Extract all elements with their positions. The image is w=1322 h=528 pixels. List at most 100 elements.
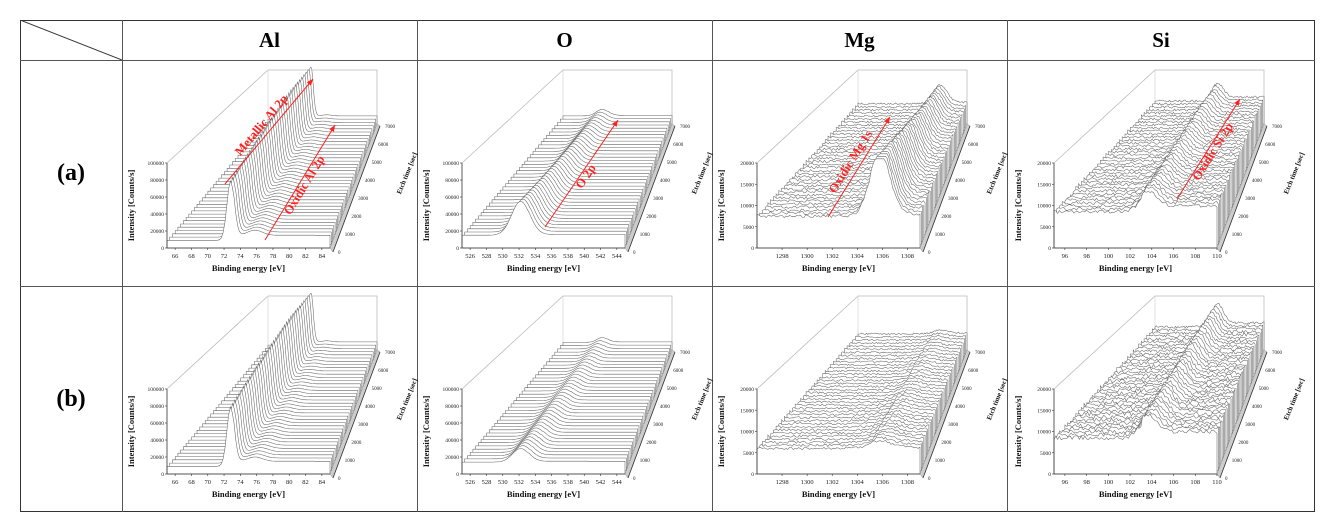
y-tick-label: 20000 — [150, 455, 164, 461]
x-tick-label: 66 — [172, 253, 179, 260]
x-axis-title: Binding energy [eV] — [212, 489, 285, 499]
y-tick-label: 40000 — [150, 438, 164, 444]
z-tick-label: 3000 — [358, 197, 369, 202]
z-tick-label: 0 — [633, 251, 636, 256]
x-tick-label: 70 — [205, 479, 212, 486]
y-tick-label: 15000 — [1037, 408, 1051, 414]
x-tick-label: 76 — [253, 253, 260, 260]
spectrum-line — [166, 405, 331, 475]
z-tick-label: 0 — [633, 477, 636, 482]
column-header-al: Al — [259, 27, 280, 52]
row-header-b: (b) — [56, 385, 86, 412]
y-tick-label: 100000 — [443, 161, 460, 167]
y-tick-label: 15000 — [740, 408, 754, 414]
z-tick-label: 7000 — [680, 125, 691, 130]
x-tick-label: 532 — [514, 253, 524, 260]
z-tick-label: 0 — [338, 251, 341, 256]
x-tick-label: 78 — [270, 253, 277, 260]
y-tick-label: 10000 — [740, 204, 754, 210]
z-tick-label: 4000 — [1252, 405, 1263, 410]
x-tick-label: 544 — [612, 479, 623, 486]
z-axis — [332, 125, 381, 253]
divider — [20, 286, 1315, 287]
y-tick-label: 20000 — [1037, 387, 1051, 393]
z-tick-label: 0 — [928, 251, 931, 256]
y-tick-label: 10000 — [1037, 430, 1051, 436]
y-tick-label: 100000 — [148, 161, 165, 167]
x-axis-title: Binding energy [eV] — [1099, 489, 1172, 499]
x-tick-label: 1306 — [876, 479, 890, 486]
x-tick-label: 534 — [530, 253, 541, 260]
z-axis-title: Etch time [sec] — [395, 151, 419, 195]
x-tick-label: 530 — [498, 253, 508, 260]
y-tick-label: 20000 — [445, 229, 459, 235]
z-tick-label: 1000 — [1232, 233, 1243, 238]
x-tick-label: 110 — [1212, 479, 1222, 486]
y-tick-label: 100000 — [443, 387, 460, 393]
z-axis-title: Etch time [sec] — [1282, 377, 1306, 421]
divider — [20, 60, 1315, 61]
annotation-arrow — [224, 78, 314, 185]
z-tick-label: 0 — [1225, 251, 1228, 256]
x-tick-label: 74 — [237, 253, 244, 260]
side-face — [329, 349, 381, 479]
x-tick-label: 528 — [482, 253, 492, 260]
z-tick-label: 2000 — [351, 441, 362, 446]
z-tick-label: 3000 — [1245, 197, 1256, 202]
x-tick-label: 528 — [482, 479, 492, 486]
annotation-arrow — [1176, 98, 1241, 200]
x-tick-label: 106 — [1169, 479, 1180, 486]
y-tick-label: 5000 — [743, 451, 754, 457]
x-tick-label: 84 — [319, 479, 326, 486]
y-tick-label: 60000 — [445, 421, 459, 427]
x-tick-label: 70 — [205, 253, 212, 260]
figure-table — [20, 20, 1315, 512]
z-tick-label: 0 — [928, 477, 931, 482]
z-tick-label: 5000 — [962, 387, 973, 392]
y-tick-label: 20000 — [1037, 161, 1051, 167]
z-axis — [922, 125, 971, 253]
x-tick-label: 540 — [579, 479, 589, 486]
z-tick-label: 3000 — [653, 197, 664, 202]
y-tick-label: 0 — [456, 472, 459, 478]
x-tick-label: 102 — [1125, 253, 1135, 260]
y-tick-label: 0 — [751, 246, 754, 252]
corner-diagonal — [20, 20, 122, 60]
x-tick-label: 530 — [498, 479, 508, 486]
side-face — [1216, 123, 1268, 253]
spectrum-line — [1053, 413, 1218, 475]
z-tick-label: 1000 — [345, 233, 356, 238]
x-tick-label: 96 — [1062, 479, 1069, 486]
z-tick-label: 6000 — [1265, 143, 1275, 148]
z-tick-label: 2000 — [941, 441, 952, 446]
x-axis-title: Binding energy [eV] — [802, 263, 875, 273]
x-tick-label: 82 — [302, 479, 309, 486]
y-tick-label: 40000 — [445, 212, 459, 218]
spectrum-line — [461, 448, 626, 475]
x-tick-label: 536 — [547, 253, 558, 260]
z-tick-label: 3000 — [653, 423, 664, 428]
z-tick-label: 1000 — [345, 459, 356, 464]
z-tick-label: 2000 — [1238, 215, 1249, 220]
row-header-a: (a) — [57, 159, 85, 186]
column-header-mg: Mg — [844, 27, 875, 52]
x-axis-title: Binding energy [eV] — [802, 489, 875, 499]
x-tick-label: 542 — [596, 253, 606, 260]
back-frame — [166, 295, 378, 390]
arrowhead-icon — [1234, 99, 1240, 106]
z-tick-label: 2000 — [646, 215, 657, 220]
y-tick-label: 20000 — [740, 387, 754, 393]
y-axis-title: Intensity [Counts/s] — [1013, 396, 1023, 468]
y-tick-label: 20000 — [740, 161, 754, 167]
z-tick-label: 6000 — [673, 369, 684, 374]
z-axis — [922, 351, 971, 479]
z-tick-label: 6000 — [378, 369, 389, 374]
z-tick-label: 5000 — [1259, 387, 1270, 392]
z-axis — [627, 125, 676, 253]
x-tick-label: 1308 — [901, 479, 914, 486]
